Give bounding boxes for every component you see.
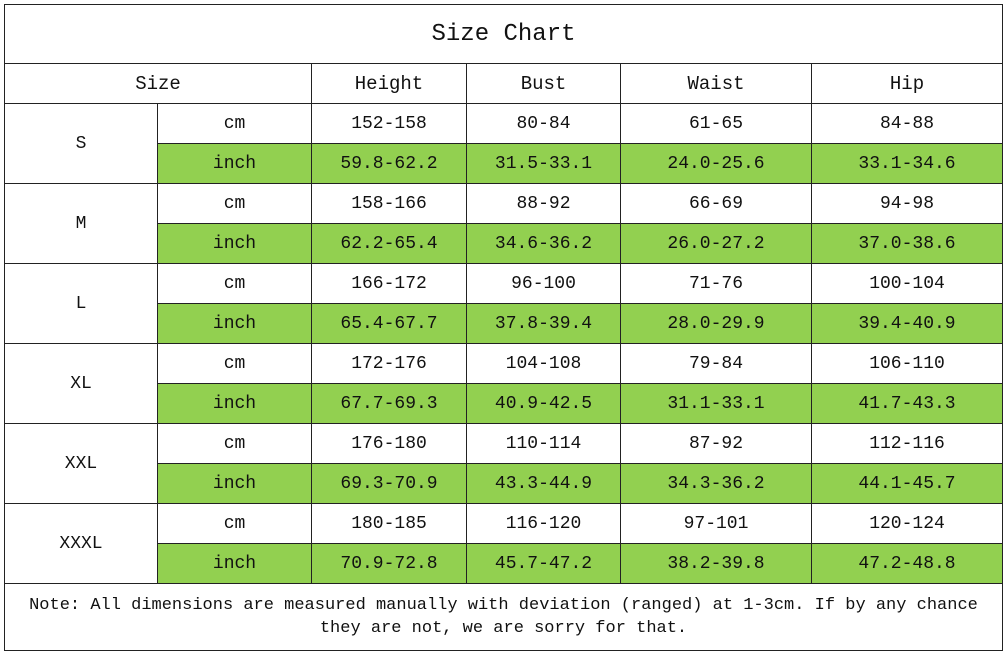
waist-cell: 31.1-33.1: [620, 383, 812, 424]
table-row-xxl-inch: inch 69.3-70.9 43.3-44.9 34.3-36.2 44.1-45.7: [5, 463, 1003, 504]
bust-cell: 31.5-33.1: [466, 143, 621, 184]
hip-cell: 39.4-40.9: [811, 303, 1003, 344]
unit-label: inch: [157, 143, 312, 184]
header-waist: Waist: [620, 63, 812, 104]
size-label: XXL: [4, 423, 158, 504]
header-size: Size: [4, 63, 312, 104]
unit-label: cm: [157, 183, 312, 224]
height-cell: 69.3-70.9: [311, 463, 467, 504]
hip-cell: 33.1-34.6: [811, 143, 1003, 184]
unit-label: inch: [157, 303, 312, 344]
unit-label: inch: [157, 463, 312, 504]
height-cell: 70.9-72.8: [311, 543, 467, 584]
hip-cell: 47.2-48.8: [811, 543, 1003, 584]
height-cell: 152-158: [311, 103, 467, 144]
hip-cell: 41.7-43.3: [811, 383, 1003, 424]
waist-cell: 66-69: [620, 183, 812, 224]
hip-cell: 106-110: [811, 343, 1003, 384]
header-bust: Bust: [466, 63, 621, 104]
height-cell: 158-166: [311, 183, 467, 224]
bust-cell: 116-120: [466, 503, 621, 544]
height-cell: 176-180: [311, 423, 467, 464]
unit-label: inch: [157, 383, 312, 424]
bust-cell: 80-84: [466, 103, 621, 144]
size-label: S: [4, 103, 158, 184]
waist-cell: 34.3-36.2: [620, 463, 812, 504]
unit-label: cm: [157, 263, 312, 304]
height-cell: 67.7-69.3: [311, 383, 467, 424]
header-hip: Hip: [811, 63, 1003, 104]
table-row-xxxl-cm: XXXL cm 180-185 116-120 97-101 120-124: [4, 503, 1003, 584]
hip-cell: 84-88: [811, 103, 1003, 144]
height-cell: 166-172: [311, 263, 467, 304]
bust-cell: 45.7-47.2: [466, 543, 621, 584]
hip-cell: 44.1-45.7: [811, 463, 1003, 504]
bust-cell: 96-100: [466, 263, 621, 304]
waist-cell: 71-76: [620, 263, 812, 304]
hip-cell: 94-98: [811, 183, 1003, 224]
waist-cell: 26.0-27.2: [620, 223, 812, 264]
unit-label: cm: [157, 103, 312, 144]
note-row: Note: All dimensions are measured manual…: [4, 583, 1003, 651]
height-cell: 65.4-67.7: [311, 303, 467, 344]
hip-cell: 100-104: [811, 263, 1003, 304]
unit-label: cm: [157, 423, 312, 464]
hip-cell: 112-116: [811, 423, 1003, 464]
unit-label: cm: [157, 503, 312, 544]
unit-label: inch: [157, 223, 312, 264]
height-cell: 59.8-62.2: [311, 143, 467, 184]
size-label: XXXL: [4, 503, 158, 584]
hip-cell: 37.0-38.6: [811, 223, 1003, 264]
waist-cell: 38.2-39.8: [620, 543, 812, 584]
waist-cell: 79-84: [620, 343, 812, 384]
bust-cell: 43.3-44.9: [466, 463, 621, 504]
waist-cell: 97-101: [620, 503, 812, 544]
height-cell: 180-185: [311, 503, 467, 544]
table-row-l-inch: inch 65.4-67.7 37.8-39.4 28.0-29.9 39.4-40.9: [5, 303, 1003, 344]
waist-cell: 87-92: [620, 423, 812, 464]
waist-cell: 28.0-29.9: [620, 303, 812, 344]
table-row-s-inch: inch 59.8-62.2 31.5-33.1 24.0-25.6 33.1-34.6: [5, 143, 1003, 184]
table-row-m-inch: inch 62.2-65.4 34.6-36.2 26.0-27.2 37.0-38.6: [5, 223, 1003, 264]
table-row-xxl-cm: XXL cm 176-180 110-114 87-92 112-116: [4, 423, 1003, 504]
bust-cell: 40.9-42.5: [466, 383, 621, 424]
size-label: XL: [4, 343, 158, 424]
table-row-xxxl-inch: inch 70.9-72.8 45.7-47.2 38.2-39.8 47.2-48.8: [5, 543, 1003, 584]
bust-cell: 110-114: [466, 423, 621, 464]
table-row-xl-cm: XL cm 172-176 104-108 79-84 106-110: [4, 343, 1003, 424]
height-cell: 172-176: [311, 343, 467, 384]
unit-label: inch: [157, 543, 312, 584]
chart-title: Size Chart: [4, 4, 1003, 64]
size-label: M: [4, 183, 158, 264]
bust-cell: 88-92: [466, 183, 621, 224]
header-height: Height: [311, 63, 467, 104]
bust-cell: 104-108: [466, 343, 621, 384]
bust-cell: 34.6-36.2: [466, 223, 621, 264]
height-cell: 62.2-65.4: [311, 223, 467, 264]
waist-cell: 24.0-25.6: [620, 143, 812, 184]
size-label: L: [4, 263, 158, 344]
waist-cell: 61-65: [620, 103, 812, 144]
hip-cell: 120-124: [811, 503, 1003, 544]
note-text: Note: All dimensions are measured manual…: [4, 583, 1003, 651]
table-row-xl-inch: inch 67.7-69.3 40.9-42.5 31.1-33.1 41.7-43.3: [5, 383, 1003, 424]
bust-cell: 37.8-39.4: [466, 303, 621, 344]
unit-label: cm: [157, 343, 312, 384]
